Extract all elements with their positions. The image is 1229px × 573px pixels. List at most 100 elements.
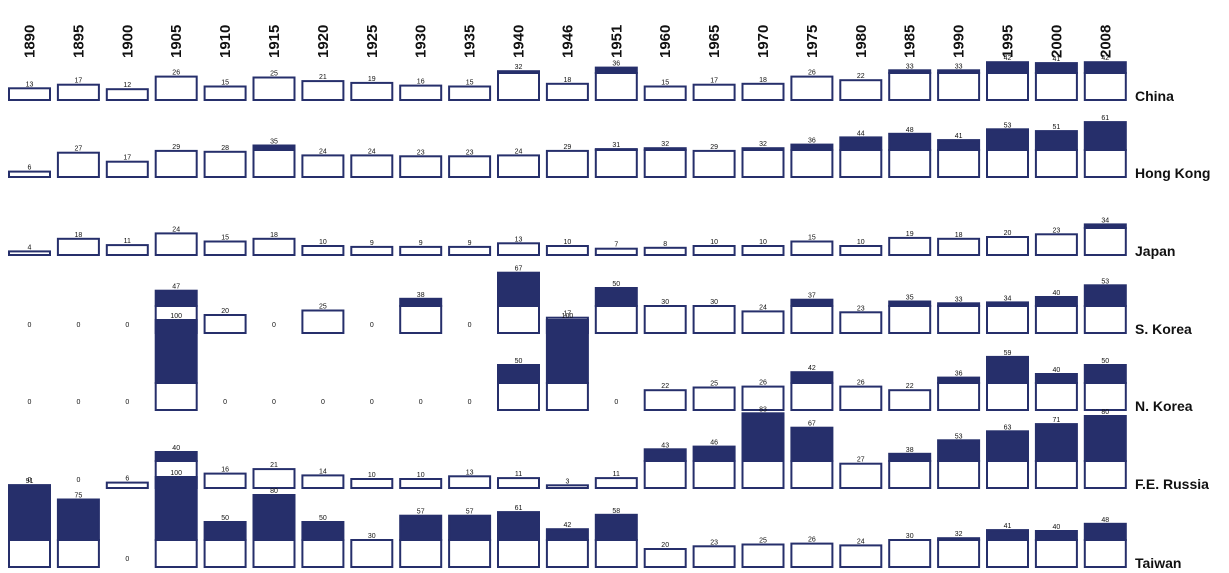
bar-excess [1034, 296, 1078, 307]
year-label: 1905 [168, 25, 185, 58]
bar-base [888, 72, 932, 101]
year-label: 1990 [951, 25, 968, 58]
bar-excess [839, 136, 883, 151]
value-label: 24 [368, 148, 376, 155]
bar-base [692, 149, 736, 178]
bar-base [643, 305, 687, 334]
value-label: 32 [515, 64, 523, 71]
bar-base [643, 548, 687, 568]
bar-base [888, 149, 932, 178]
value-label: 50 [319, 515, 327, 522]
bar-base [1034, 460, 1078, 489]
year-label: 1970 [755, 25, 772, 58]
value-label: 59 [1004, 350, 1012, 357]
bar-base [839, 385, 883, 412]
bar-base [1034, 72, 1078, 101]
value-label: 0 [370, 322, 374, 329]
bar-base [203, 150, 247, 179]
value-label: 36 [808, 138, 816, 145]
value-label: 26 [857, 380, 865, 387]
bar-base [692, 305, 736, 334]
year-label: 1910 [217, 25, 234, 58]
value-label: 12 [123, 82, 131, 89]
series-label: Japan [1135, 243, 1175, 259]
value-label: 24 [759, 304, 767, 311]
bar-base [105, 160, 149, 178]
year-label: 1890 [22, 25, 39, 58]
bar-excess [888, 452, 932, 462]
bar-base [497, 154, 540, 178]
bar-base [448, 245, 492, 256]
bar-base [350, 478, 394, 489]
value-label: 10 [564, 239, 572, 246]
value-label: 0 [28, 477, 32, 484]
bar-base [692, 386, 736, 411]
value-label: 0 [76, 477, 80, 484]
value-label: 83 [759, 406, 767, 413]
value-label: 0 [614, 399, 618, 406]
bar-base [448, 539, 492, 568]
bar-excess [790, 143, 834, 152]
bar-base [1034, 149, 1078, 178]
bar-base [497, 539, 540, 568]
bar-excess [937, 439, 981, 462]
value-label: 42 [808, 365, 816, 372]
value-label: 18 [759, 77, 767, 84]
value-label: 28 [221, 145, 229, 152]
value-label: 16 [417, 79, 425, 86]
bar-base [203, 240, 247, 256]
bar-base [888, 460, 932, 489]
value-label: 0 [76, 322, 80, 329]
value-label: 0 [272, 322, 276, 329]
year-label: 1980 [853, 25, 870, 58]
value-label: 34 [1101, 217, 1109, 224]
bar-excess [986, 529, 1029, 541]
bar-base [888, 389, 932, 412]
bar-base [545, 539, 589, 568]
bar-base [545, 484, 589, 489]
value-label: 40 [1053, 524, 1061, 531]
value-label: 9 [370, 240, 374, 247]
year-label: 1946 [559, 25, 576, 58]
bar-excess [1083, 121, 1127, 151]
value-label: 0 [419, 399, 423, 406]
value-label: 10 [710, 239, 718, 246]
bar-excess [594, 66, 638, 74]
bar-base [594, 72, 638, 101]
bar-base [105, 88, 149, 101]
bar-base [692, 245, 736, 256]
bar-excess [497, 70, 540, 74]
value-label: 24 [319, 148, 327, 155]
year-label: 1995 [1000, 25, 1017, 58]
bar-excess [790, 426, 834, 463]
value-label: 50 [221, 515, 229, 522]
bar-base [839, 544, 883, 569]
value-label: 20 [1004, 230, 1012, 237]
bar-base [399, 84, 443, 101]
year-label: 1975 [804, 25, 821, 58]
value-label: 25 [270, 71, 278, 78]
bar-base [105, 481, 149, 490]
value-label: 4 [28, 244, 32, 251]
bar-base [301, 154, 345, 178]
bar-base [8, 250, 51, 256]
bar-base [790, 240, 834, 256]
bar-base [105, 244, 149, 257]
value-label: 15 [661, 80, 669, 87]
bar-excess [594, 148, 638, 152]
value-label: 0 [28, 322, 32, 329]
value-label: 40 [1053, 367, 1061, 374]
value-label: 0 [468, 322, 472, 329]
value-label: 38 [906, 447, 914, 454]
bar-base [545, 149, 589, 178]
bar-excess [154, 451, 198, 462]
bar-excess [497, 271, 540, 308]
value-label: 14 [319, 468, 327, 475]
value-label: 67 [808, 421, 816, 428]
bar-base [350, 81, 394, 102]
value-label: 30 [661, 299, 669, 306]
bar-excess [986, 301, 1029, 307]
bar-excess [937, 69, 981, 75]
bar-excess [888, 132, 932, 152]
bar-base [643, 149, 687, 178]
